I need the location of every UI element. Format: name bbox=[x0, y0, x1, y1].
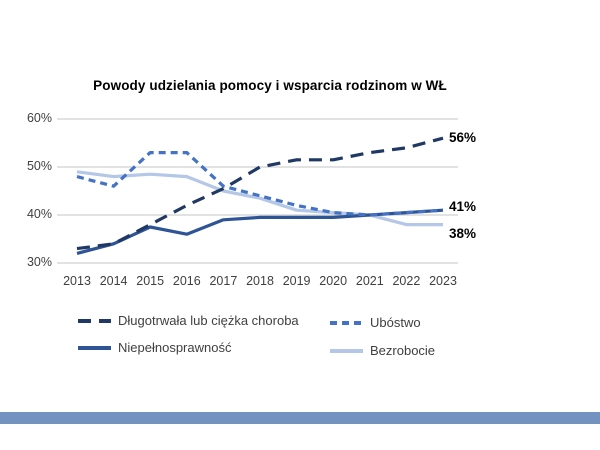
legend-label-bezrobocie: Bezrobocie bbox=[370, 343, 436, 358]
legend-label-choroba: Długotrwała lub ciężka choroba bbox=[118, 313, 299, 328]
series-line-choroba bbox=[76, 136, 444, 251]
y-tick-label: 60% bbox=[26, 111, 52, 125]
x-tick-label: 2018 bbox=[246, 274, 274, 288]
x-tick-label: 2017 bbox=[209, 274, 238, 288]
x-tick-label: 2014 bbox=[99, 274, 128, 288]
series-line-niepelnosprawnosc bbox=[76, 208, 444, 255]
bottom-accent-bar bbox=[0, 412, 600, 424]
legend-label-ubostwo: Ubóstwo bbox=[370, 315, 421, 330]
legend-item-niepelnosprawnosc: Niepełnosprawność bbox=[78, 340, 231, 355]
legend-swatch-bezrobocie-solid-line bbox=[330, 348, 363, 353]
y-tick-label: 30% bbox=[26, 255, 52, 269]
end-label-choroba: 56% bbox=[449, 130, 477, 145]
x-tick-label: 2021 bbox=[355, 274, 384, 288]
x-tick-label: 2016 bbox=[172, 274, 201, 288]
end-label-ubostwo: 41% bbox=[449, 199, 477, 214]
y-tick-label: 40% bbox=[26, 207, 52, 221]
legend-swatch-choroba-dashed-line bbox=[78, 318, 111, 323]
x-tick-label: 2020 bbox=[319, 274, 348, 288]
legend-item-choroba: Długotrwała lub ciężka choroba bbox=[78, 313, 299, 328]
line-chart bbox=[57, 118, 458, 264]
series-line-ubostwo bbox=[76, 151, 444, 217]
x-tick-label: 2013 bbox=[63, 274, 91, 288]
legend-swatch-ubostwo-dashed-line bbox=[330, 320, 363, 325]
end-label-bezrobocie: 38% bbox=[449, 226, 477, 241]
x-tick-label: 2023 bbox=[429, 274, 457, 288]
y-tick-label: 50% bbox=[26, 159, 52, 173]
chart-title: Powody udzielania pomocy i wsparcia rodz… bbox=[93, 78, 447, 93]
legend-label-niepelnosprawnosc: Niepełnosprawność bbox=[118, 340, 232, 355]
x-tick-label: 2022 bbox=[392, 274, 421, 288]
legend-item-bezrobocie: Bezrobocie bbox=[330, 343, 435, 358]
series-line-bezrobocie bbox=[76, 170, 443, 227]
x-tick-label: 2019 bbox=[282, 274, 311, 288]
legend-item-ubostwo: Ubóstwo bbox=[330, 315, 421, 330]
legend-swatch-niepelnosprawnosc-solid-line bbox=[78, 345, 111, 350]
x-tick-label: 2015 bbox=[136, 274, 165, 288]
